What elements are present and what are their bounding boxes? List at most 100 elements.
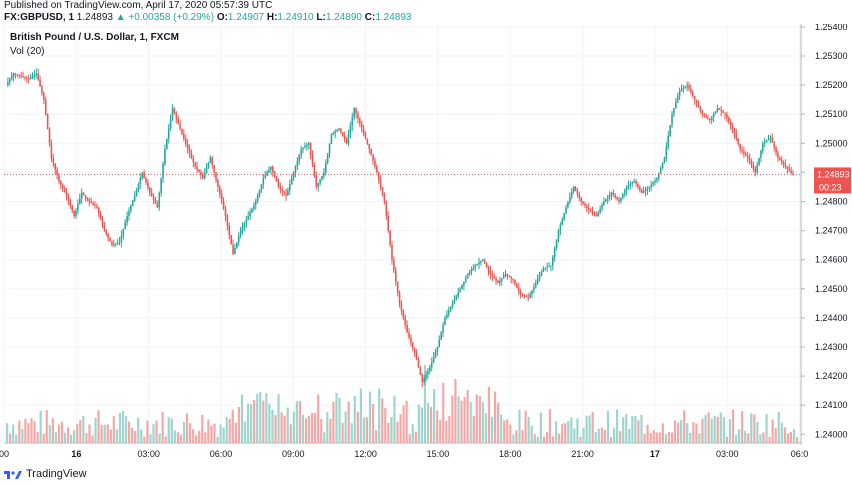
candle-body (729, 121, 732, 126)
candle-body (37, 73, 39, 81)
candle-body (243, 223, 246, 227)
candle-body (139, 178, 142, 185)
candle-body (92, 202, 94, 205)
candle-body (402, 310, 405, 318)
candle-body (154, 200, 157, 204)
candle-body (425, 374, 427, 379)
volume-bar (195, 435, 198, 443)
time-tag-box (814, 180, 851, 194)
volume-bar (103, 424, 106, 443)
volume-bar (423, 364, 427, 443)
volume-bar (213, 423, 216, 443)
candle-body (228, 225, 231, 235)
candle-body (96, 205, 98, 208)
candle-body (61, 184, 64, 189)
candle-body (497, 280, 499, 283)
candle-body (88, 199, 91, 202)
volume-bar (362, 417, 366, 443)
candle-body (82, 192, 85, 195)
candle-body (699, 106, 702, 111)
candle-body (166, 138, 168, 150)
candle-body (463, 281, 465, 286)
candle-body (682, 88, 685, 90)
legend-title: British Pound / U.S. Dollar, 1, FXCM (10, 32, 179, 43)
volume-bar (329, 418, 332, 443)
volume-bar (747, 433, 750, 443)
volume-bar (353, 395, 356, 443)
candle-body (508, 275, 511, 278)
candle-body (22, 76, 24, 78)
volume-bar (292, 411, 295, 443)
open-value: 1.24907 (227, 12, 265, 23)
candle-body (646, 188, 649, 190)
volume-bar (143, 436, 146, 443)
volume-bar (448, 416, 451, 443)
candle-body (718, 108, 721, 110)
volume-bar (463, 397, 466, 443)
volume-bar (783, 427, 786, 443)
volume-bar (710, 418, 713, 443)
candle-body (80, 192, 83, 199)
volume-bar (216, 436, 219, 443)
x-tick-label: 16 (71, 449, 81, 459)
volume-bar (228, 418, 231, 443)
candle-body (234, 248, 236, 254)
volume-bar (201, 414, 204, 443)
candle-body (557, 230, 560, 240)
candle-body (341, 132, 344, 137)
volume-bar (277, 394, 280, 443)
candle-body (419, 367, 422, 375)
candle-body (514, 280, 516, 284)
candle-body (31, 76, 34, 78)
volume-bar (88, 424, 91, 443)
candle-body (487, 266, 490, 271)
candle-body (674, 102, 677, 109)
chart-area[interactable]: 1.24000 1.24100 1.24200 1.24300 1.24400 1.245… (0, 24, 852, 462)
volume-bar (509, 424, 512, 443)
candle-body (270, 166, 272, 170)
candle-body (790, 170, 793, 174)
y-tick-label: 1.25100 (815, 109, 848, 119)
volume-bar (378, 388, 381, 443)
volume-bar (792, 429, 796, 443)
candle-body (326, 153, 329, 163)
volume-bar (70, 434, 73, 443)
candle-body (247, 216, 249, 220)
volume-bar (210, 425, 213, 443)
candle-body (722, 111, 724, 113)
volume-bar (585, 415, 588, 443)
candle-body (637, 184, 639, 187)
volume-bar (182, 421, 186, 443)
price-chart[interactable]: 1.24000 1.24100 1.24200 1.24300 1.24400 1.245… (0, 24, 852, 462)
candle-body (171, 108, 174, 119)
candle-body (145, 177, 147, 183)
volume-bar (451, 395, 454, 443)
candle-body (389, 230, 391, 246)
volume-bar (405, 400, 408, 443)
volume-bar (112, 416, 115, 443)
candle-body (461, 285, 463, 289)
candle-body (275, 176, 278, 182)
volume-bar (39, 410, 42, 443)
candle-body (97, 207, 100, 214)
volume-bar (118, 412, 122, 443)
candle-body (35, 73, 38, 75)
high-value: 1.24910 (277, 12, 314, 23)
volume-bar (530, 425, 533, 443)
volume-bar (762, 432, 765, 443)
candle-body (264, 175, 267, 179)
last-price: 1.24893 (76, 12, 113, 23)
candle-body (137, 184, 140, 190)
volume-bar (774, 428, 777, 443)
candle-body (156, 203, 159, 208)
candle-body (271, 166, 274, 172)
candle-body (324, 162, 327, 173)
candle-body (323, 172, 325, 177)
candle-body (523, 295, 526, 297)
candle-body (209, 157, 212, 163)
volume-bar (170, 418, 173, 443)
candle-body (684, 86, 687, 89)
candle-body (432, 357, 435, 363)
candle-body (186, 144, 189, 150)
volume-bar (85, 433, 88, 443)
